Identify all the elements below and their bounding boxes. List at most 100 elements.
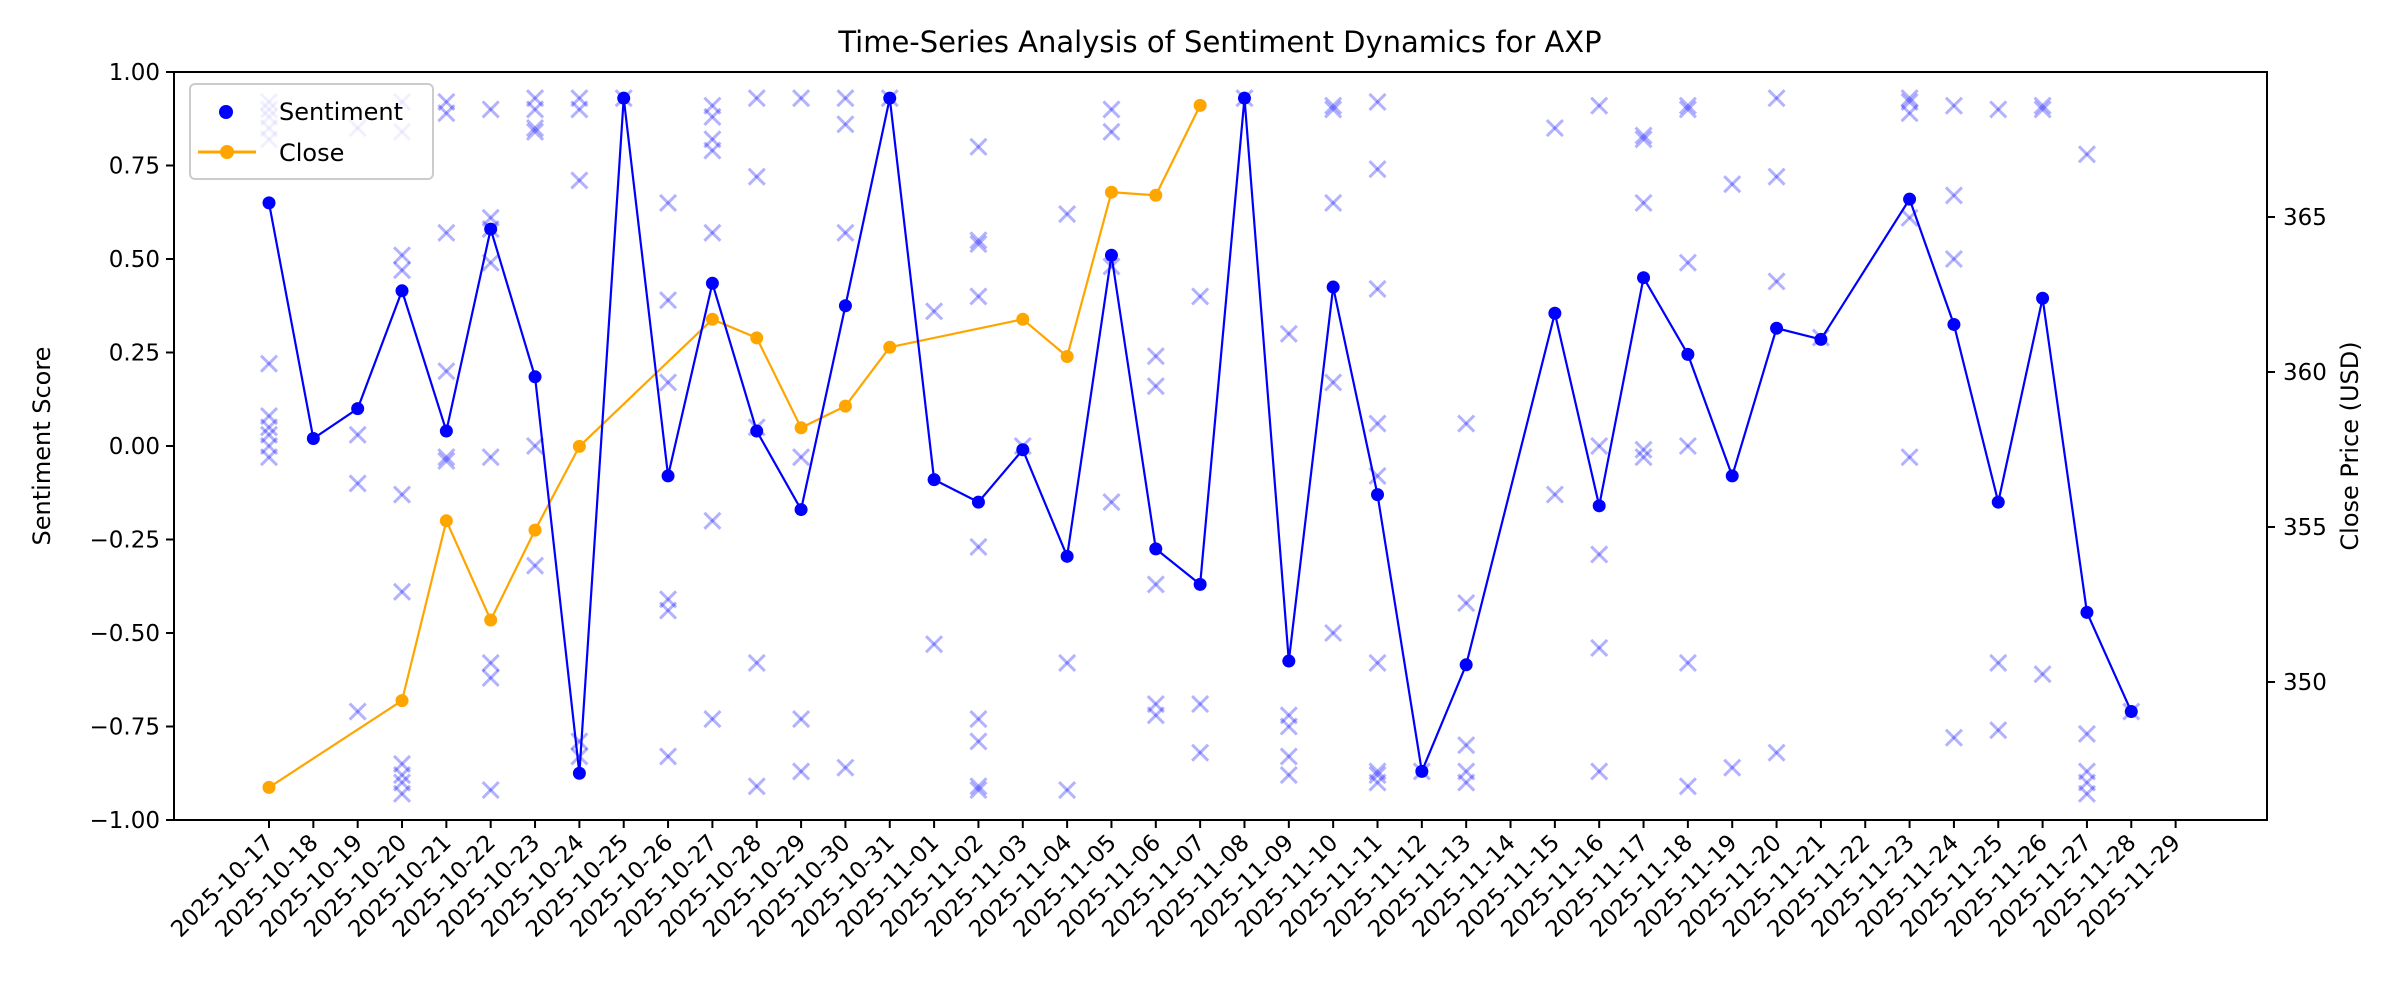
article-x-marker-icon — [969, 781, 988, 800]
legend-label-sentiment: Sentiment — [279, 98, 403, 126]
article-x-marker-icon — [925, 302, 944, 321]
article-x-marker-icon — [348, 425, 367, 444]
close-price-series — [262, 98, 1207, 794]
sentiment-point — [1104, 248, 1118, 262]
y-tick-label: −0.75 — [90, 715, 160, 741]
y-right-tick-label: 365 — [2283, 205, 2327, 231]
article-x-marker-icon — [1279, 324, 1298, 343]
article-x-marker-icon — [1545, 119, 1564, 138]
article-x-marker-icon — [836, 115, 855, 134]
close-legend-marker-icon — [220, 145, 234, 159]
article-x-marker-icon — [437, 448, 456, 467]
article-x-marker-icon — [348, 474, 367, 493]
article-x-marker-icon — [1678, 436, 1697, 456]
article-x-marker-icon — [969, 709, 988, 729]
article-x-marker-icon — [1900, 448, 1919, 467]
article-x-marker-icon — [1900, 104, 1919, 123]
article-x-marker-icon — [392, 784, 412, 803]
y-right-tick-label: 350 — [2283, 670, 2327, 696]
y-tick-label: 1.00 — [109, 60, 160, 86]
article-x-marker-icon — [1989, 100, 2008, 119]
y-right-tick-label: 355 — [2283, 515, 2327, 541]
article-x-marker-icon — [703, 107, 722, 126]
sentiment-point — [705, 276, 719, 290]
article-x-marker-icon — [1146, 706, 1165, 725]
article-x-marker-icon — [792, 89, 811, 108]
sentiment-point — [1060, 549, 1074, 563]
article-x-marker-icon — [703, 130, 722, 149]
article-x-marker-icon — [570, 171, 589, 190]
close-point — [1060, 350, 1074, 363]
article-x-marker-icon — [658, 291, 678, 310]
article-x-marker-icon — [1279, 706, 1298, 725]
y-tick-label: −0.25 — [90, 528, 160, 554]
article-x-marker-icon — [525, 100, 545, 119]
article-x-marker-icon — [1324, 96, 1343, 115]
article-x-marker-icon — [836, 89, 855, 108]
sentiment-point — [794, 503, 808, 517]
sentiment-point — [2124, 705, 2138, 719]
article-x-marker-icon — [259, 354, 279, 373]
close-point — [794, 421, 808, 435]
article-x-marker-icon — [570, 732, 589, 751]
article-x-marker-icon — [747, 89, 766, 108]
sentiment-point — [306, 432, 320, 446]
article-x-marker-icon — [1545, 485, 1564, 504]
sentiment-series — [262, 91, 2138, 780]
article-x-marker-icon — [1457, 736, 1476, 755]
article-x-marker-icon — [1634, 448, 1653, 467]
close-point — [528, 523, 542, 537]
y-right-tick-label: 360 — [2283, 360, 2327, 386]
close-point — [262, 780, 276, 794]
article-x-marker-icon — [658, 193, 678, 212]
article-x-marker-icon — [1279, 766, 1298, 785]
sentiment-point — [1548, 306, 1562, 320]
article-x-marker-icon — [703, 709, 722, 729]
article-x-marker-icon — [1457, 594, 1476, 613]
article-x-marker-icon — [1191, 287, 1210, 306]
article-x-marker-icon — [1146, 377, 1165, 396]
article-x-marker-icon — [570, 747, 589, 766]
article-x-marker-icon — [1723, 758, 1742, 777]
sentiment-point — [927, 473, 941, 487]
sentiment-point — [1814, 332, 1828, 346]
y-tick-label: 0.50 — [109, 247, 160, 273]
sentiment-point — [1149, 542, 1163, 556]
y-tick-label: 0.25 — [109, 341, 160, 367]
article-x-marker-icon — [2077, 784, 2097, 803]
sentiment-point — [1237, 91, 1251, 105]
article-x-marker-icon — [1146, 694, 1165, 714]
article-x-marker-icon — [259, 418, 279, 437]
close-point — [838, 399, 852, 413]
article-x-marker-icon — [1989, 653, 2008, 672]
article-x-marker-icon — [747, 777, 766, 796]
sentiment-point — [351, 402, 365, 416]
article-x-marker-icon — [1634, 193, 1653, 212]
article-x-marker-icon — [2033, 665, 2052, 684]
article-x-marker-icon — [1678, 653, 1697, 672]
close-point — [1104, 185, 1118, 199]
article-x-marker-icon — [658, 601, 678, 620]
article-x-marker-icon — [836, 223, 855, 242]
sentiment-legend-marker-icon — [219, 105, 233, 119]
article-x-marker-icon — [259, 448, 279, 467]
sentiment-point — [1681, 347, 1695, 361]
article-x-marker-icon — [481, 208, 500, 227]
article-x-marker-icon — [1723, 175, 1742, 194]
article-x-marker-icon — [437, 362, 456, 381]
article-x-marker-icon — [1767, 89, 1786, 108]
article-x-marker-icon — [1368, 773, 1387, 792]
article-x-marker-icon — [392, 773, 412, 792]
right-y-axis: 350 355 360 365 — [2267, 205, 2327, 696]
article-x-marker-icon — [2077, 762, 2097, 781]
sentiment-point — [1016, 443, 1030, 457]
sentiment-point — [971, 495, 985, 509]
close-point — [1149, 188, 1163, 202]
close-point — [484, 613, 498, 627]
article-x-marker-icon — [1457, 414, 1476, 433]
article-x-marker-icon — [747, 167, 766, 186]
article-x-marker-icon — [481, 781, 500, 800]
article-x-marker-icon — [1191, 743, 1210, 762]
close-point — [705, 312, 719, 326]
